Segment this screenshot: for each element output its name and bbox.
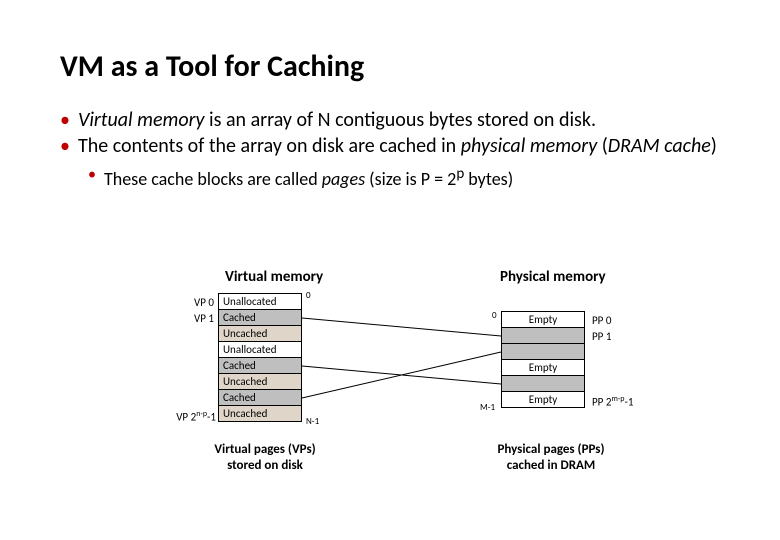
vm-row: Uncached (218, 373, 302, 390)
vm-row: Uncached (218, 405, 302, 422)
pm-table: Empty Empty Empty (501, 312, 585, 408)
slide-title: VM as a Tool for Caching (60, 48, 364, 85)
vm-row: Cached (218, 357, 302, 374)
bullet-1-em: Virtual memory (78, 108, 205, 132)
vm-caption: Virtual pages (VPs) stored on disk (190, 442, 340, 473)
bullet-dot-icon: • (88, 165, 96, 191)
vplast-label: VP 2n-p-1 (160, 409, 216, 424)
mapping-lines (0, 268, 780, 528)
bullet-2-paren2: ) (711, 134, 717, 158)
bullet-2-em: physical memory (461, 134, 597, 158)
pm-mminus1: M-1 (480, 402, 495, 413)
pm-row: Empty (501, 359, 585, 376)
vm-row: Cached (218, 389, 302, 406)
sub-bullet: • These cache blocks are called pages (s… (88, 165, 720, 191)
pm-row: Empty (501, 391, 585, 408)
bullet-2-pre: The contents of the array on disk are ca… (78, 134, 461, 158)
pm-row (501, 375, 585, 392)
bullet-2-text: The contents of the array on disk are ca… (78, 134, 717, 160)
vm-table: Unallocated Cached Uncached Unallocated … (218, 294, 302, 422)
bullet-1-post: is an array of N contiguous bytes stored… (205, 108, 597, 132)
vp1-label: VP 1 (168, 312, 214, 325)
pm-zero: 0 (492, 310, 497, 321)
vp0-label: VP 0 (168, 296, 214, 309)
bullet-dot-icon: • (60, 108, 70, 134)
diagram: Virtual memory Physical memory VP 0 VP 1… (0, 268, 780, 528)
pp0-label: PP 0 (592, 314, 611, 327)
bullet-2: • The contents of the array on disk are … (60, 134, 720, 160)
bullet-dot-icon: • (60, 134, 70, 160)
vm-row: Cached (218, 309, 302, 326)
sub-bullet-text: These cache blocks are called pages (siz… (104, 165, 513, 191)
pm-header: Physical memory (500, 268, 606, 286)
pm-caption: Physical pages (PPs) cached in DRAM (471, 442, 631, 473)
bullet-2-em2: DRAM cache (608, 134, 711, 158)
slide: VM as a Tool for Caching • Virtual memor… (0, 0, 780, 540)
pm-row (501, 327, 585, 344)
pm-row (501, 343, 585, 360)
vm-nminus1: N-1 (306, 416, 319, 427)
pm-row: Empty (501, 311, 585, 328)
vm-zero: 0 (306, 290, 311, 301)
bullet-2-paren: ( (597, 134, 608, 158)
bullet-1: • Virtual memory is an array of N contig… (60, 108, 720, 134)
pplast-label: PP 2m-p-1 (592, 394, 633, 409)
bullet-1-text: Virtual memory is an array of N contiguo… (78, 108, 596, 134)
vm-row: Unallocated (218, 341, 302, 358)
pp1-label: PP 1 (592, 330, 611, 343)
vm-row: Uncached (218, 325, 302, 342)
bullets: • Virtual memory is an array of N contig… (60, 108, 720, 191)
vm-row: Unallocated (218, 293, 302, 310)
vm-header: Virtual memory (225, 268, 323, 286)
